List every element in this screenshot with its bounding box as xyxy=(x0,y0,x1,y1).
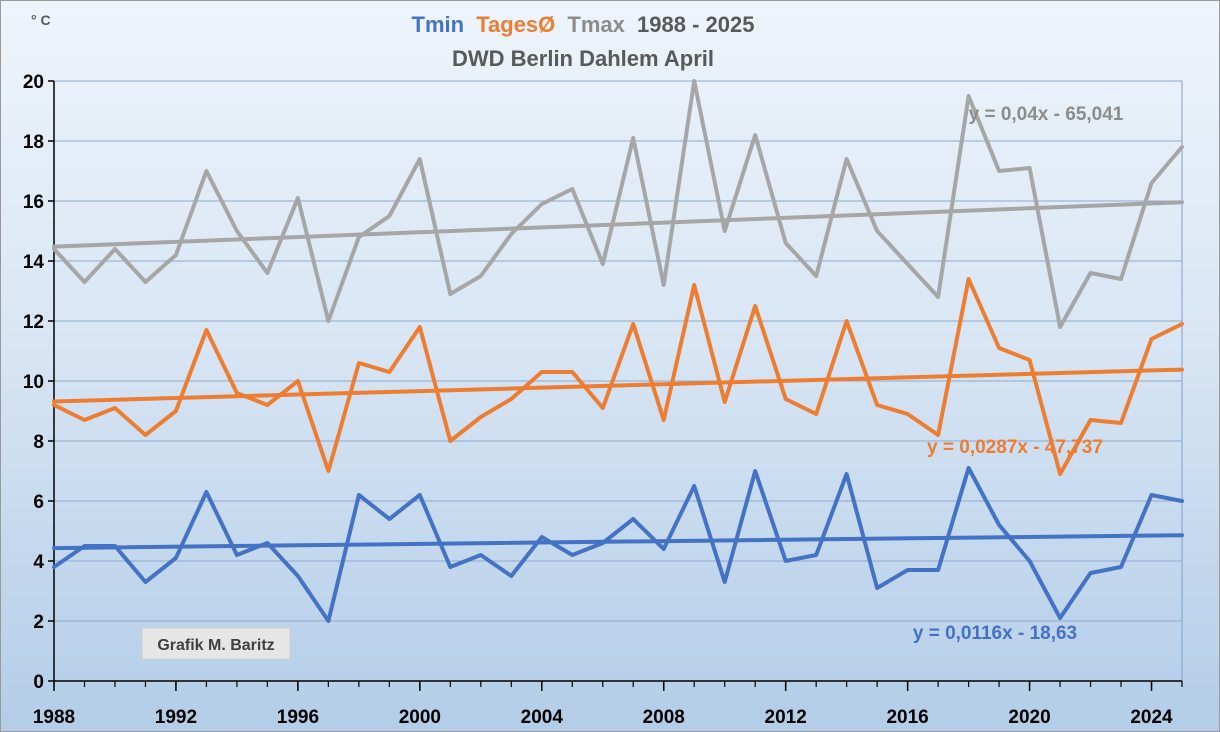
y-tick-label-12: 12 xyxy=(23,312,44,333)
credit-box xyxy=(141,627,291,660)
x-tick-label-1988: 1988 xyxy=(33,707,75,728)
x-tick-label-2004: 2004 xyxy=(521,707,564,728)
trend-lines xyxy=(52,200,1184,551)
title-tmax: Tmax xyxy=(567,12,625,37)
tmin-series-line xyxy=(52,466,1184,623)
x-tick-label-2020: 2020 xyxy=(1008,707,1050,728)
tmax-series-line xyxy=(52,79,1184,329)
tmean-trend-line xyxy=(52,367,1184,404)
tmean-trend-equation: y = 0,0287x - 47,737 xyxy=(927,437,1103,458)
axes: 0 2 4 6 8 10 12 14 16 18 20 1988 1992 1996 2000 2004 200… xyxy=(23,72,1183,728)
y-tick-label-14: 14 xyxy=(23,252,45,273)
tmin-trend-line xyxy=(52,533,1184,551)
title-years: 1988 - 2025 xyxy=(637,12,754,37)
y-tick-label-6: 6 xyxy=(33,492,44,513)
trend-equations: y = 0,04x - 65,041 y = 0,0287x - 47,737 y … xyxy=(913,104,1124,644)
y-tick-label-20: 20 xyxy=(23,72,44,93)
x-tick-label-2000: 2000 xyxy=(399,707,441,728)
chart-title: Tmin TagesØ Tmax 1988 - 2025 xyxy=(412,12,755,37)
tmean-series-line xyxy=(52,277,1184,476)
tmin-trend-equation: y = 0,0116x - 18,63 xyxy=(913,623,1077,644)
y-tick-label-8: 8 xyxy=(33,432,44,453)
chart-subtitle: DWD Berlin Dahlem April xyxy=(452,46,714,71)
y-tick-label-18: 18 xyxy=(23,132,44,153)
data-series xyxy=(52,79,1184,623)
x-tick-label-2016: 2016 xyxy=(886,707,928,728)
y-tick-label-0: 0 xyxy=(33,672,44,693)
y-tick-label-4: 4 xyxy=(33,552,44,573)
y-unit-label: ° C xyxy=(31,12,51,28)
credit-text: Grafik M. Baritz xyxy=(157,637,274,654)
credit-annotation: Grafik M. Baritz xyxy=(141,627,291,660)
title-tagesmittel: TagesØ xyxy=(476,12,555,37)
x-tick-label-2012: 2012 xyxy=(765,707,807,728)
y-tick-label-2: 2 xyxy=(33,612,44,633)
y-tick-label-10: 10 xyxy=(23,372,44,393)
x-tick-label-1996: 1996 xyxy=(277,707,319,728)
x-tick-label-2024: 2024 xyxy=(1130,707,1173,728)
x-tick-label-1992: 1992 xyxy=(155,707,197,728)
title-tmin: Tmin xyxy=(412,12,465,37)
tmax-trend-equation: y = 0,04x - 65,041 xyxy=(969,104,1124,125)
y-tick-label-16: 16 xyxy=(23,192,44,213)
x-tick-label-2008: 2008 xyxy=(643,707,685,728)
